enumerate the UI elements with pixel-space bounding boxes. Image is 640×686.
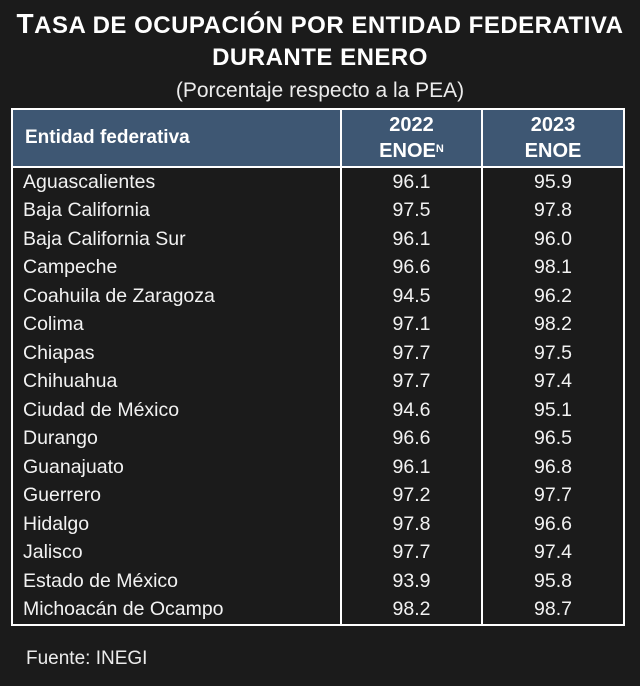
table-row: Guanajuato 96.1 96.8 — [11, 453, 625, 482]
header-2022: 2022 ENOEN — [340, 108, 483, 168]
value-2023-cell: 96.2 — [481, 282, 625, 311]
table-row: Guerrero 97.2 97.7 — [11, 481, 625, 510]
header-2023: 2023 ENOE — [481, 108, 625, 168]
table-row: Chiapas 97.7 97.5 — [11, 339, 625, 368]
value-2022-cell: 94.5 — [340, 282, 483, 311]
value-2022-cell: 97.5 — [340, 196, 483, 225]
value-2022-cell: 97.7 — [340, 339, 483, 368]
value-2022-cell: 97.1 — [340, 310, 483, 339]
table-row: Estado de México 93.9 95.8 — [11, 567, 625, 596]
table-row: Coahuila de Zaragoza 94.5 96.2 — [11, 282, 625, 311]
header-2023-label: ENOE — [524, 140, 582, 162]
entity-cell: Chihuahua — [11, 367, 342, 396]
value-2022-cell: 97.7 — [340, 367, 483, 396]
entity-cell: Baja California Sur — [11, 225, 342, 254]
header-2023-year: 2023 — [530, 114, 576, 136]
value-2023-cell: 98.1 — [481, 253, 625, 282]
value-2022-cell: 96.1 — [340, 167, 483, 197]
value-2023-cell: 96.8 — [481, 453, 625, 482]
value-2023-cell: 97.8 — [481, 196, 625, 225]
value-2023-cell: 95.8 — [481, 567, 625, 596]
entity-cell: Durango — [11, 424, 342, 453]
value-2022-cell: 97.7 — [340, 538, 483, 567]
entity-cell: Jalisco — [11, 538, 342, 567]
value-2023-cell: 98.2 — [481, 310, 625, 339]
value-2023-cell: 96.0 — [481, 225, 625, 254]
header-2022-year: 2022 — [389, 114, 434, 136]
table-body: Aguascalientes 96.1 95.9 Baja California 97.… — [11, 167, 625, 626]
entity-cell: Coahuila de Zaragoza — [11, 282, 342, 311]
table-row: Aguascalientes 96.1 95.9 — [11, 167, 625, 197]
chart-title-line-1: TASA DE OCUPACIÓN POR ENTIDAD FEDERATIVA — [0, 8, 640, 40]
value-2022-cell: 94.6 — [340, 396, 483, 425]
table-row: Baja California Sur 96.1 96.0 — [11, 225, 625, 254]
header-2022-note: N — [435, 143, 444, 155]
value-2023-cell: 98.7 — [481, 595, 625, 626]
value-2023-cell: 97.4 — [481, 538, 625, 567]
table-row: Durango 96.6 96.5 — [11, 424, 625, 453]
chart-subtitle: (Porcentaje respecto a la PEA) — [175, 79, 465, 102]
chart-title-line-2: DURANTE ENERO — [212, 44, 428, 71]
title-initial: T — [16, 8, 35, 39]
entity-cell: Guanajuato — [11, 453, 342, 482]
value-2022-cell: 98.2 — [340, 595, 483, 626]
header-entity: Entidad federativa — [11, 108, 342, 168]
table-row: Chihuahua 97.7 97.4 — [11, 367, 625, 396]
entity-cell: Chiapas — [11, 339, 342, 368]
entity-cell: Estado de México — [11, 567, 342, 596]
value-2022-cell: 96.6 — [340, 253, 483, 282]
table-row: Baja California 97.5 97.8 — [11, 196, 625, 225]
table-row: Ciudad de México 94.6 95.1 — [11, 396, 625, 425]
title-rest: ASA DE OCUPACIÓN POR ENTIDAD FEDERATIVA — [34, 12, 624, 39]
value-2023-cell: 95.1 — [481, 396, 625, 425]
table-row: Campeche 96.6 98.1 — [11, 253, 625, 282]
table-header-row: Entidad federativa 2022 ENOEN 2023 ENOE — [11, 108, 625, 168]
table-row: Jalisco 97.7 97.4 — [11, 538, 625, 567]
entity-cell: Campeche — [11, 253, 342, 282]
value-2022-cell: 97.2 — [340, 481, 483, 510]
source-note: Fuente: INEGI — [26, 648, 148, 669]
value-2023-cell: 95.9 — [481, 167, 625, 197]
entity-cell: Colima — [11, 310, 342, 339]
table-row: Michoacán de Ocampo 98.2 98.7 — [11, 595, 625, 626]
value-2023-cell: 97.4 — [481, 367, 625, 396]
table-row: Hidalgo 97.8 96.6 — [11, 510, 625, 539]
occupation-rate-table: Entidad federativa 2022 ENOEN 2023 ENOE … — [11, 108, 625, 626]
value-2022-cell: 97.8 — [340, 510, 483, 539]
value-2022-cell: 96.1 — [340, 453, 483, 482]
entity-cell: Hidalgo — [11, 510, 342, 539]
table-row: Colima 97.1 98.2 — [11, 310, 625, 339]
entity-cell: Baja California — [11, 196, 342, 225]
value-2023-cell: 96.6 — [481, 510, 625, 539]
entity-cell: Michoacán de Ocampo — [11, 595, 342, 626]
value-2023-cell: 97.7 — [481, 481, 625, 510]
entity-cell: Ciudad de México — [11, 396, 342, 425]
value-2022-cell: 93.9 — [340, 567, 483, 596]
value-2023-cell: 97.5 — [481, 339, 625, 368]
value-2022-cell: 96.6 — [340, 424, 483, 453]
header-2022-label: ENOEN — [342, 138, 481, 164]
header-2022-enoe: ENOE — [379, 140, 436, 162]
value-2022-cell: 96.1 — [340, 225, 483, 254]
entity-cell: Aguascalientes — [11, 167, 342, 197]
value-2023-cell: 96.5 — [481, 424, 625, 453]
entity-cell: Guerrero — [11, 481, 342, 510]
